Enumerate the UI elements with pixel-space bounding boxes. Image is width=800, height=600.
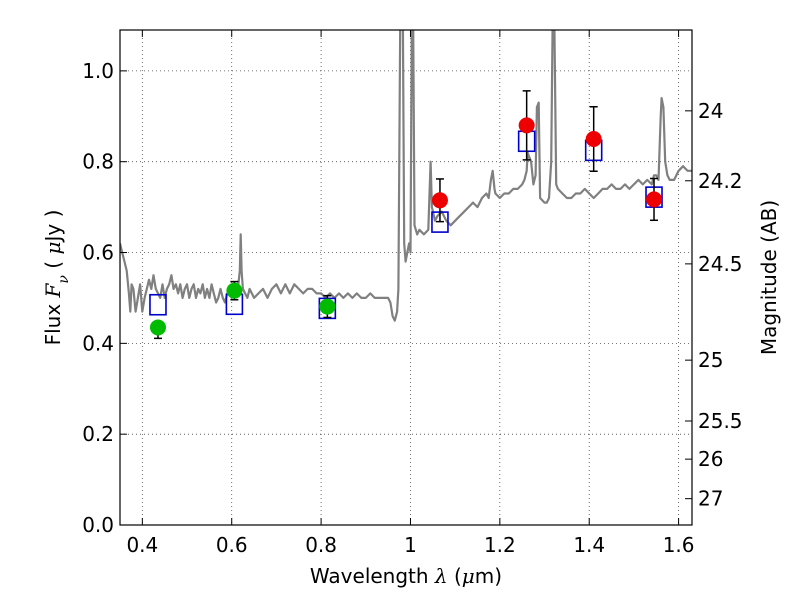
y-tick-label: 1.0 [82,59,114,83]
grid-lines [120,30,692,526]
nir-point [518,117,535,134]
optical-point [319,298,336,315]
optical-point [226,282,243,299]
optical-point [149,319,166,336]
nir-point [431,192,448,209]
right-tick-label: 25 [698,348,723,372]
y-tick-label: 0.4 [82,331,114,355]
right-axis-label: Magnitude (AB) [757,200,781,355]
plot-frame [119,29,693,526]
right-tick-label: 24 [698,99,723,123]
x-tick-label: 0.8 [305,533,337,557]
x-tick-label: 1.4 [573,533,605,557]
marker-layer [149,90,663,340]
model-band-square [149,293,167,316]
y-tick-label: 0.2 [82,422,114,446]
model-spectrum-line [120,30,692,322]
y-tick-label: 0.8 [82,150,114,174]
x-axis-label: Wavelength λ (μm) [310,564,502,588]
y-axis-label: Flux Fν ( μJy ) [41,210,72,346]
right-tick-label: 24.2 [698,169,743,193]
nir-point [585,130,602,147]
right-tick-label: 24.5 [698,252,743,276]
y-tick-label: 0.6 [82,241,114,265]
spectrum-layer [120,30,692,322]
right-tick-label: 25.5 [698,409,743,433]
right-tick-label: 26 [698,447,723,471]
x-tick-label: 0.4 [126,533,158,557]
nir-point [646,191,663,208]
y-tick-label: 0.0 [82,513,114,537]
x-tick-label: 1.6 [663,533,695,557]
x-tick-label: 0.6 [216,533,248,557]
x-tick-label: 1 [404,533,417,557]
right-tick-label: 27 [698,487,723,511]
tick-layer: 0.4 0.6 0.8 1 1.2 1.4 1.6 0.0 0.2 0.4 0.6 0.8 1.0 24 2… [82,30,743,557]
x-tick-label: 1.2 [484,533,516,557]
